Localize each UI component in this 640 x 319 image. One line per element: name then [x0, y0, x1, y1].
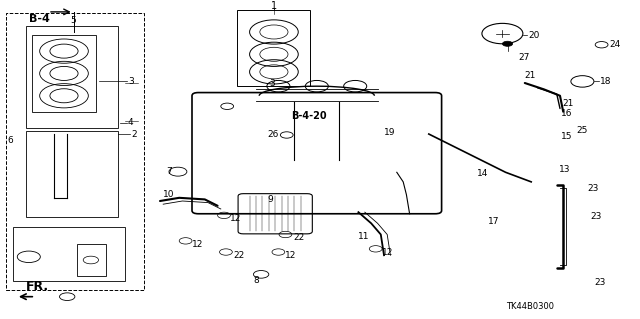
Text: 21: 21 — [562, 99, 573, 108]
Text: 7: 7 — [166, 167, 172, 176]
Text: 1: 1 — [271, 2, 277, 11]
Text: 6: 6 — [8, 136, 13, 145]
Text: 12: 12 — [192, 240, 204, 249]
Text: B-4-20: B-4-20 — [291, 111, 327, 122]
Text: 23: 23 — [588, 184, 599, 193]
Text: 18: 18 — [600, 77, 612, 86]
Text: 23: 23 — [591, 212, 602, 221]
Bar — [6, 13, 144, 290]
Text: FR.: FR. — [26, 280, 49, 293]
Bar — [13, 226, 125, 281]
Text: 14: 14 — [477, 169, 488, 178]
Circle shape — [502, 41, 513, 46]
Text: 10: 10 — [163, 190, 175, 199]
Text: 12: 12 — [285, 251, 296, 260]
Text: 25: 25 — [576, 126, 588, 135]
Text: 3: 3 — [269, 78, 275, 87]
Text: 12: 12 — [230, 214, 242, 223]
Text: 16: 16 — [561, 109, 572, 118]
Text: 24: 24 — [609, 40, 621, 49]
Text: 27: 27 — [518, 53, 530, 62]
Text: 3: 3 — [128, 77, 134, 86]
Text: 23: 23 — [594, 278, 605, 287]
Text: TK44B0300: TK44B0300 — [506, 302, 554, 311]
Bar — [237, 10, 310, 86]
Bar — [77, 244, 106, 276]
Text: 13: 13 — [559, 165, 570, 174]
Text: B-4: B-4 — [29, 14, 50, 25]
Bar — [26, 26, 118, 128]
Text: 22: 22 — [234, 251, 245, 260]
Text: 8: 8 — [253, 276, 259, 285]
Text: 15: 15 — [561, 132, 572, 141]
Text: 5: 5 — [71, 16, 76, 25]
Bar — [26, 131, 118, 217]
Text: 17: 17 — [488, 217, 499, 226]
Text: 26: 26 — [267, 130, 278, 138]
Text: 4: 4 — [128, 118, 134, 127]
Text: 19: 19 — [384, 128, 396, 137]
Text: 21: 21 — [525, 70, 536, 79]
Text: 9: 9 — [268, 195, 273, 204]
Text: 12: 12 — [382, 248, 394, 256]
Text: 2: 2 — [131, 130, 137, 138]
Text: 11: 11 — [358, 232, 370, 241]
Text: 22: 22 — [293, 233, 305, 242]
Bar — [32, 35, 96, 112]
Text: 20: 20 — [528, 31, 540, 40]
